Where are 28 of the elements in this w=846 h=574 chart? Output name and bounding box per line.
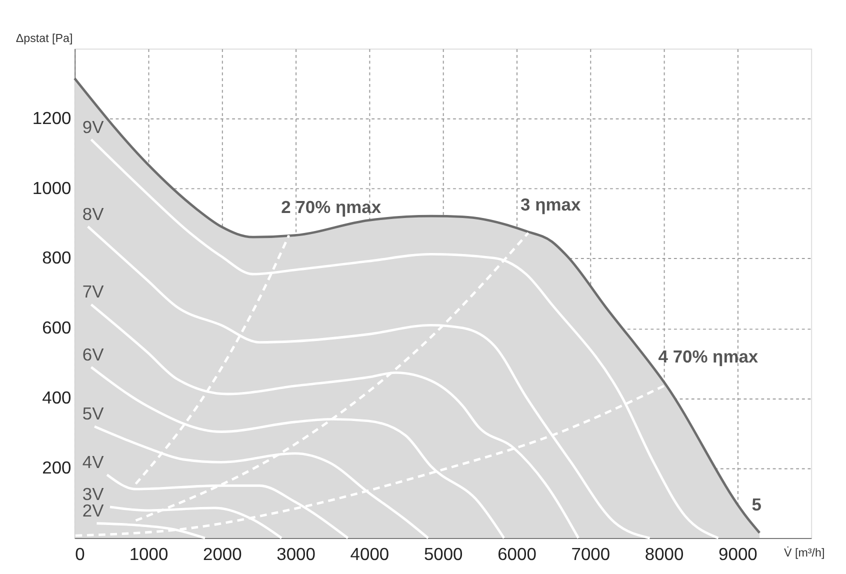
series-label: 5V bbox=[82, 404, 104, 424]
x-axis-title: V̇ [m³/h] bbox=[784, 546, 825, 560]
series-label: 6V bbox=[82, 344, 104, 364]
x-tick-label: 3000 bbox=[276, 544, 316, 564]
x-tick-label: 1000 bbox=[129, 544, 168, 564]
y-tick-label: 600 bbox=[42, 318, 72, 338]
annotation: 2 70% ηmax bbox=[281, 197, 382, 218]
annotation: 4 70% ηmax bbox=[658, 346, 758, 367]
y-tick-label: 1200 bbox=[32, 108, 72, 128]
y-tick-label: 800 bbox=[42, 248, 72, 268]
x-tick-label: 2000 bbox=[203, 544, 242, 564]
series-label: 9V bbox=[82, 116, 104, 137]
y-tick-label: 200 bbox=[42, 457, 72, 478]
x-tick-label: 8000 bbox=[644, 544, 684, 564]
x-tick-label: 5000 bbox=[424, 544, 464, 564]
x-tick-label: 6000 bbox=[498, 544, 537, 564]
x-tick-label: 7000 bbox=[571, 544, 610, 564]
y-tick-label: 400 bbox=[42, 388, 72, 408]
series-label: 7V bbox=[82, 282, 104, 302]
series-label: 4V bbox=[82, 452, 104, 472]
series-label: 8V bbox=[82, 204, 104, 224]
annotation: 5 bbox=[752, 494, 762, 515]
x-tick-label: 0 bbox=[75, 544, 86, 564]
annotation: 3 ηmax bbox=[520, 194, 581, 215]
x-tick-label: 9000 bbox=[718, 544, 758, 564]
y-tick-label: 1000 bbox=[32, 178, 72, 198]
y-axis-title: Δpstat [Pa] bbox=[16, 32, 73, 45]
x-tick-label: 4000 bbox=[350, 544, 390, 564]
